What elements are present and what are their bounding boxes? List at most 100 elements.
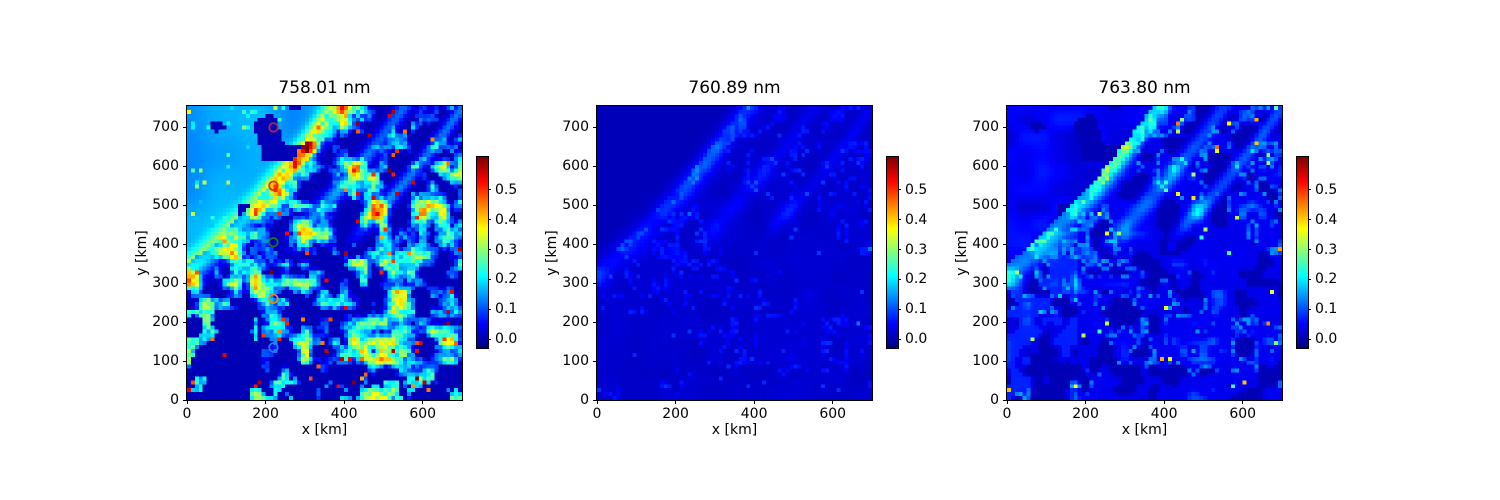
colorbar-tick-mark bbox=[488, 338, 491, 340]
x-tick-mark bbox=[596, 400, 598, 404]
x-tick-mark bbox=[753, 400, 755, 404]
x-tick-label: 0 bbox=[182, 406, 192, 422]
y-tick-mark bbox=[593, 360, 597, 362]
site-marker bbox=[268, 342, 279, 353]
y-tick-mark bbox=[593, 165, 597, 167]
x-tick-mark bbox=[422, 400, 424, 404]
colorbar-tick-mark bbox=[488, 278, 491, 280]
y-tick-label: 100 bbox=[152, 353, 179, 370]
y-tick-label: 700 bbox=[152, 119, 179, 136]
x-tick-label: 600 bbox=[819, 406, 847, 422]
x-tick-mark bbox=[1242, 400, 1244, 404]
y-tick-label: 400 bbox=[562, 236, 589, 253]
x-tick-mark bbox=[1006, 400, 1008, 404]
heatmap-canvas bbox=[597, 106, 872, 400]
heatmap-plot-area bbox=[1006, 105, 1283, 401]
x-tick-mark bbox=[1085, 400, 1087, 404]
colorbar-tick-label: 0.1 bbox=[1315, 301, 1338, 318]
marker-overlay bbox=[1007, 106, 1282, 400]
colorbar-tick-label: 0.5 bbox=[905, 181, 928, 198]
y-tick-label: 300 bbox=[152, 275, 179, 292]
y-tick-mark bbox=[593, 321, 597, 323]
y-tick-label: 300 bbox=[562, 275, 589, 292]
x-tick-mark bbox=[186, 400, 188, 404]
x-tick-label: 600 bbox=[409, 406, 437, 422]
colorbar-tick-mark bbox=[1308, 249, 1311, 251]
colorbar-tick-label: 0.0 bbox=[1315, 331, 1338, 348]
colorbar-tick-label: 0.3 bbox=[905, 241, 928, 258]
colorbar-tick-label: 0.0 bbox=[495, 331, 518, 348]
x-tick-label: 200 bbox=[662, 406, 689, 422]
y-tick-mark bbox=[593, 282, 597, 284]
subplot-title: 760.89 nm bbox=[688, 78, 781, 98]
x-tick-label: 400 bbox=[1150, 406, 1178, 422]
y-tick-label: 500 bbox=[562, 197, 589, 214]
colorbar-tick-mark bbox=[488, 189, 491, 191]
colorbar-tick-label: 0.2 bbox=[905, 271, 928, 288]
colorbar-tick-mark bbox=[898, 338, 901, 340]
colorbar-tick-label: 0.2 bbox=[1315, 271, 1338, 288]
site-marker bbox=[268, 122, 279, 133]
y-tick-mark bbox=[1003, 165, 1007, 167]
y-tick-label: 100 bbox=[972, 353, 999, 370]
y-tick-mark bbox=[183, 204, 187, 206]
x-tick-label: 0 bbox=[1002, 406, 1012, 422]
heatmap-canvas bbox=[187, 106, 462, 400]
colorbar-tick-mark bbox=[1308, 219, 1311, 221]
colorbar-tick-label: 0.4 bbox=[1315, 211, 1338, 228]
y-tick-label: 700 bbox=[972, 119, 999, 136]
colorbar-gradient bbox=[886, 156, 899, 349]
site-marker bbox=[268, 180, 279, 191]
y-tick-mark bbox=[183, 126, 187, 128]
colorbar-tick-mark bbox=[898, 308, 901, 310]
y-tick-mark bbox=[593, 399, 597, 401]
subplot-title: 763.80 nm bbox=[1098, 78, 1191, 98]
x-axis-label: x [km] bbox=[711, 422, 758, 438]
colorbar-tick-label: 0.1 bbox=[905, 301, 928, 318]
y-tick-mark bbox=[183, 282, 187, 284]
site-marker bbox=[268, 237, 279, 248]
y-tick-label: 0 bbox=[580, 392, 589, 408]
y-tick-label: 600 bbox=[562, 158, 589, 175]
y-tick-label: 400 bbox=[972, 236, 999, 253]
colorbar-tick-mark bbox=[1308, 278, 1311, 280]
x-tick-mark bbox=[832, 400, 834, 404]
y-tick-mark bbox=[1003, 282, 1007, 284]
colorbar-tick-label: 0.0 bbox=[905, 331, 928, 348]
x-tick-label: 600 bbox=[1229, 406, 1257, 422]
colorbar-tick-label: 0.5 bbox=[495, 181, 518, 198]
marker-overlay bbox=[597, 106, 872, 400]
x-tick-mark bbox=[265, 400, 267, 404]
colorbar-tick-label: 0.2 bbox=[495, 271, 518, 288]
y-tick-mark bbox=[183, 243, 187, 245]
subplot-763nm: 763.80 nm x [km] y [km] 0 200 400 600 0 100 20… bbox=[954, 78, 1337, 438]
y-tick-label: 0 bbox=[990, 392, 999, 408]
x-tick-label: 400 bbox=[330, 406, 358, 422]
colorbar-tick-label: 0.5 bbox=[1315, 181, 1338, 198]
y-tick-mark bbox=[1003, 204, 1007, 206]
x-tick-label: 0 bbox=[592, 406, 602, 422]
y-tick-mark bbox=[593, 204, 597, 206]
x-tick-label: 400 bbox=[740, 406, 768, 422]
y-tick-label: 100 bbox=[562, 353, 589, 370]
y-tick-mark bbox=[183, 321, 187, 323]
heatmap-plot-area bbox=[186, 105, 463, 401]
colorbar-tick-label: 0.3 bbox=[1315, 241, 1338, 258]
subplot-760nm: 760.89 nm x [km] y [km] 0 200 400 600 0 100 20… bbox=[544, 78, 927, 438]
subplot-title: 758.01 nm bbox=[278, 78, 371, 98]
x-tick-mark bbox=[343, 400, 345, 404]
y-tick-label: 700 bbox=[562, 119, 589, 136]
colorbar-tick-mark bbox=[898, 189, 901, 191]
colorbar-tick-mark bbox=[898, 249, 901, 251]
y-tick-label: 200 bbox=[152, 314, 179, 331]
colorbar-gradient bbox=[476, 156, 489, 349]
y-tick-label: 500 bbox=[972, 197, 999, 214]
colorbar-gradient bbox=[1296, 156, 1309, 349]
y-tick-label: 600 bbox=[972, 158, 999, 175]
y-tick-mark bbox=[183, 165, 187, 167]
y-tick-mark bbox=[593, 126, 597, 128]
colorbar-tick-mark bbox=[488, 249, 491, 251]
subplot-758nm: 758.01 nm x [km] y [km] 0 200 400 600 0 100 20… bbox=[134, 78, 517, 438]
site-marker bbox=[268, 293, 279, 304]
